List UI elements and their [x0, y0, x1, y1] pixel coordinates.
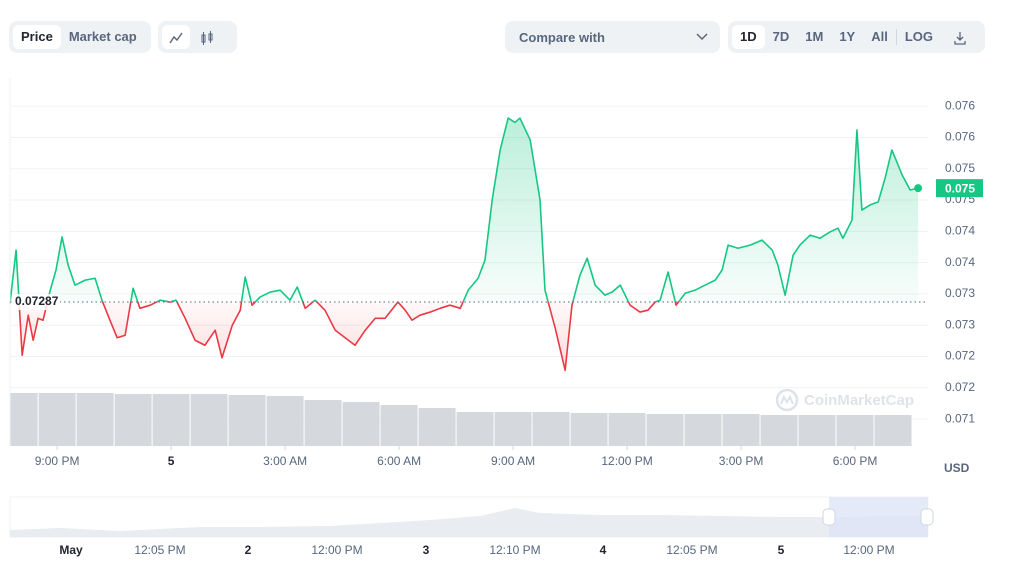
- compare-select[interactable]: Compare with: [505, 21, 720, 53]
- x-tick-label: 5: [168, 454, 175, 468]
- x-tick-label: 3:00 PM: [719, 454, 764, 468]
- range-button[interactable]: 1Y: [839, 29, 856, 44]
- range-button[interactable]: 1D: [732, 25, 765, 49]
- y-tick-label: 0.076: [945, 130, 975, 144]
- navigator-label: 12:00 PM: [311, 543, 362, 557]
- navigator-label: 3: [423, 543, 430, 557]
- volume-bar: [456, 412, 494, 446]
- range-button[interactable]: 1M: [805, 29, 824, 44]
- price-tab[interactable]: Price: [13, 25, 61, 49]
- volume-bar: [380, 405, 418, 446]
- y-tick-label: 0.072: [945, 380, 975, 394]
- volume-bar: [760, 415, 798, 446]
- range-button[interactable]: All: [871, 29, 888, 44]
- price-tag-label: 0.075: [945, 181, 975, 195]
- navigator-label: 12:05 PM: [134, 543, 185, 557]
- volume-bar: [646, 414, 684, 446]
- volume-bar: [114, 394, 152, 446]
- y-tick-label: 0.072: [945, 349, 975, 363]
- volume-bar: [684, 414, 722, 446]
- chart-type-group: [158, 21, 237, 53]
- navigator-label: 12:05 PM: [666, 543, 717, 557]
- volume-bar: [304, 400, 342, 446]
- volume-bar: [836, 415, 874, 446]
- last-point: [914, 184, 923, 193]
- baseline-label-bg: [12, 294, 60, 311]
- chevron: [696, 33, 708, 41]
- volume-bar: [342, 402, 380, 446]
- log-button[interactable]: LOG: [904, 29, 934, 44]
- x-tick-label: 6:00 PM: [833, 454, 878, 468]
- x-tick-label: 9:00 PM: [35, 454, 80, 468]
- y-tick-label: 0.073: [945, 317, 975, 331]
- watermark-text: CoinMarketCap: [804, 392, 914, 409]
- candle-type-button[interactable]: [190, 25, 224, 49]
- line-icon: [169, 32, 183, 43]
- y-tick-label: 0.073: [945, 286, 975, 300]
- volume-bar: [266, 396, 304, 446]
- y-tick-label: 0.075: [945, 161, 975, 175]
- navigator-label: 12:10 PM: [489, 543, 540, 557]
- navigator-label: May: [59, 543, 83, 557]
- y-tick-label: 0.074: [945, 224, 975, 238]
- navigator-label: 5: [778, 543, 785, 557]
- price-tag: [936, 179, 983, 198]
- divider: [895, 29, 897, 45]
- compare-label: Compare with: [519, 29, 605, 45]
- volume-bar: [76, 393, 114, 446]
- volume-bar: [494, 412, 532, 446]
- x-tick-label: 3:00 AM: [263, 454, 307, 468]
- navigator-label: 2: [245, 543, 252, 557]
- watermark: CoinMarketCap: [775, 388, 914, 412]
- volume-bar: [608, 413, 646, 446]
- currency-label: USD: [944, 461, 970, 475]
- volume-bar: [418, 408, 456, 446]
- x-tick-label: 9:00 AM: [491, 454, 535, 468]
- line-type-button[interactable]: [162, 25, 190, 49]
- download-button[interactable]: [941, 25, 973, 49]
- navigator-label: 12:00 PM: [843, 543, 894, 557]
- volume-bar: [532, 412, 570, 446]
- volume-bar: [152, 394, 190, 446]
- tab-group: Price Market cap: [9, 21, 151, 53]
- volume-bar: [38, 393, 76, 446]
- candle-icon: [201, 30, 213, 45]
- y-tick-label: 0.071: [945, 411, 975, 425]
- price-line: [9, 117, 919, 372]
- download-icon: [954, 31, 966, 45]
- y-tick-label: 0.076: [945, 98, 975, 112]
- price-area: [10, 118, 919, 371]
- volume-bar: [570, 413, 608, 446]
- baseline-label: 0.07287: [15, 294, 59, 308]
- x-tick-label: 6:00 AM: [377, 454, 421, 468]
- volume-bar: [190, 394, 228, 446]
- range-group: 1D 7D 1M 1Y All LOG: [728, 21, 985, 53]
- x-tick-label: 12:00 PM: [601, 454, 652, 468]
- navigator-label: 4: [600, 543, 607, 557]
- volume-bar: [798, 415, 836, 446]
- range-button[interactable]: 7D: [772, 29, 790, 44]
- volume-bar: [722, 414, 760, 446]
- market-cap-tab[interactable]: Market cap: [68, 29, 137, 44]
- navigator: [9, 496, 934, 538]
- volume-bar: [874, 415, 912, 446]
- volume-bar: [228, 395, 266, 446]
- volume-bar: [10, 393, 38, 446]
- y-tick-label: 0.074: [945, 255, 975, 269]
